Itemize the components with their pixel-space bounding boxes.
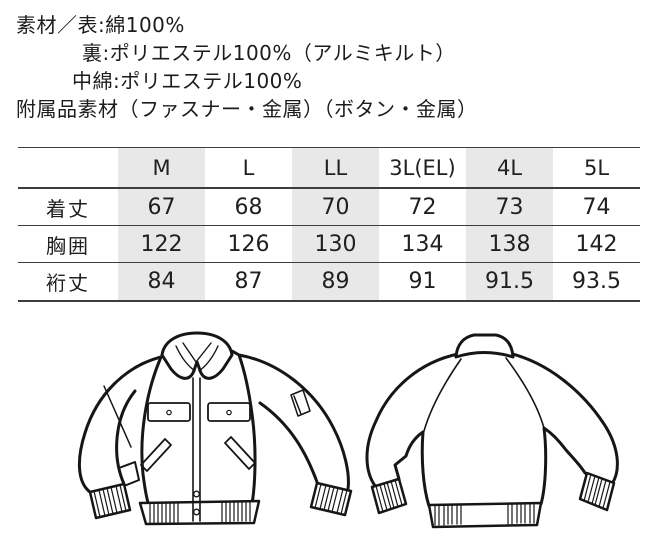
welt-pocket-left [140, 438, 172, 472]
column-header-l: L [205, 148, 292, 189]
size-cell: 138 [466, 226, 553, 263]
sleeve-pen-pocket [290, 389, 311, 417]
size-cell: 87 [234, 269, 263, 294]
front-placket [192, 377, 201, 522]
front-right-cuff-ribs [314, 483, 348, 515]
size-cell: 122 [118, 226, 205, 263]
back-hem-band [427, 501, 543, 529]
pocket-button [166, 409, 172, 416]
chest-pocket-flap-left [147, 402, 191, 422]
front-left-sleeve-vent [118, 461, 140, 487]
column-header-5l: 5L [553, 148, 640, 189]
size-cell: 91 [408, 269, 437, 294]
size-cell: 67 [118, 189, 205, 226]
front-hem-ribs [149, 500, 251, 524]
back-jacket-illustration [365, 333, 619, 529]
size-cell: 84 [118, 263, 205, 300]
front-left-cuff-ribs [93, 484, 127, 518]
size-cell: 70 [292, 189, 379, 226]
back-jacket-silhouette [365, 347, 619, 508]
size-cell: 93.5 [572, 269, 621, 294]
front-jacket-right-sleeve [237, 353, 350, 491]
column-header-4l: 4L [466, 148, 553, 189]
front-jacket-illustration [77, 331, 353, 526]
back-left-cuff-ribs [375, 479, 403, 513]
row-label-body-length: 着丈 [18, 189, 118, 226]
materials-text: 素材／表:綿100% 裏:ポリエステル100%（アルミキルト） 中綿:ポリエステ… [16, 11, 478, 123]
size-cell: 130 [292, 226, 379, 263]
row-label-sleeve-length: 裄丈 [46, 271, 90, 295]
column-header-m: M [118, 148, 205, 189]
size-cell: 74 [553, 189, 640, 226]
column-header-3l: 3L(EL) [379, 148, 466, 189]
material-padding-line: 中綿:ポリエステル100% [72, 69, 303, 93]
jacket-illustrations [0, 300, 650, 536]
welt-pocket-right [224, 436, 256, 470]
size-table-corner-cell [18, 148, 118, 189]
column-header-ll: LL [292, 148, 379, 189]
row-label-chest: 胸囲 [18, 226, 118, 263]
material-outer-line: 素材／表:綿100% [16, 13, 185, 37]
snap-button [193, 490, 200, 498]
front-collar-inner-lines [175, 342, 219, 372]
pocket-button [226, 409, 232, 416]
back-raglan-seams [423, 357, 545, 432]
back-hem-ribs [434, 503, 535, 526]
size-cell: 91.5 [466, 263, 553, 300]
back-right-cuff-ribs [583, 473, 611, 509]
size-cell: 72 [379, 189, 466, 226]
front-jacket-collar [160, 331, 234, 380]
size-cell: 68 [205, 189, 292, 226]
size-cell: 126 [205, 226, 292, 263]
size-cell: 73 [466, 189, 553, 226]
chest-pocket-flap-right [207, 402, 251, 422]
snap-button [193, 508, 200, 516]
size-cell: 142 [553, 226, 640, 263]
size-table: M L LL 3L(EL) 4L 5L 着丈 67 68 70 72 73 74… [18, 147, 640, 302]
back-jacket-collar [454, 333, 515, 359]
material-accessories-line: 附属品素材（ファスナー・金属）（ボタン・金属） [16, 97, 478, 121]
size-cell: 89 [292, 263, 379, 300]
size-cell: 134 [379, 226, 466, 263]
front-left-sleeve-seam [103, 385, 132, 448]
material-lining-line: 裏:ポリエステル100%（アルミキルト） [82, 41, 456, 65]
